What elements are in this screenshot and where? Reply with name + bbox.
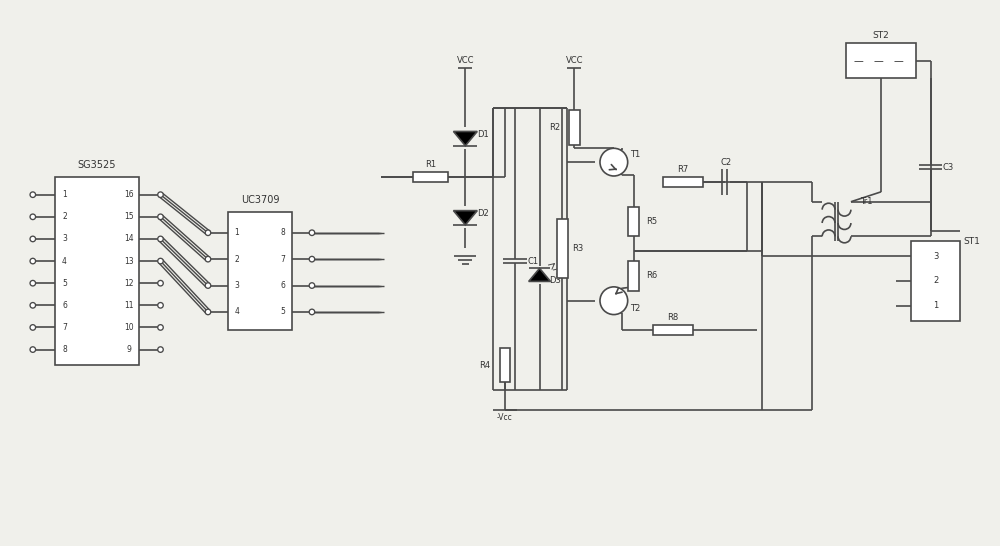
- Circle shape: [30, 302, 36, 308]
- Text: C2: C2: [721, 158, 732, 167]
- Circle shape: [158, 192, 163, 198]
- Text: 10: 10: [124, 323, 134, 332]
- Text: C1: C1: [527, 257, 538, 265]
- Text: 6: 6: [62, 301, 67, 310]
- Bar: [911, 241, 960, 321]
- Text: 3: 3: [234, 281, 239, 290]
- Text: 8: 8: [281, 228, 286, 238]
- Text: R3: R3: [573, 244, 584, 253]
- Circle shape: [158, 214, 163, 219]
- Text: R7: R7: [677, 164, 689, 174]
- Text: D1: D1: [477, 130, 489, 139]
- Circle shape: [158, 281, 163, 286]
- Text: 1: 1: [933, 301, 938, 310]
- Circle shape: [309, 283, 315, 288]
- Text: D2: D2: [477, 209, 489, 218]
- Polygon shape: [453, 132, 477, 146]
- Text: Tr1: Tr1: [860, 197, 872, 206]
- Text: 2: 2: [62, 212, 67, 221]
- Circle shape: [205, 230, 211, 235]
- Text: 8: 8: [62, 345, 67, 354]
- Circle shape: [158, 302, 163, 308]
- Circle shape: [205, 283, 211, 288]
- Text: UC3709: UC3709: [241, 195, 279, 205]
- Bar: [846, 43, 916, 78]
- Circle shape: [30, 258, 36, 264]
- Text: 5: 5: [62, 278, 67, 288]
- Circle shape: [309, 309, 315, 314]
- Text: VCC: VCC: [565, 56, 583, 64]
- Circle shape: [158, 325, 163, 330]
- Text: 1: 1: [234, 228, 239, 238]
- Text: T2: T2: [630, 304, 641, 313]
- Text: 1: 1: [62, 190, 67, 199]
- Bar: [663, 177, 703, 187]
- Bar: [500, 348, 510, 382]
- Bar: [55, 177, 139, 365]
- Text: 6: 6: [281, 281, 286, 290]
- Circle shape: [30, 236, 36, 242]
- Circle shape: [600, 149, 628, 176]
- Text: -Vcc: -Vcc: [497, 413, 513, 422]
- Text: R2: R2: [549, 123, 560, 132]
- Text: 15: 15: [124, 212, 134, 221]
- Circle shape: [205, 309, 211, 314]
- Text: SG3525: SG3525: [77, 160, 116, 170]
- Text: —: —: [893, 56, 903, 66]
- Text: —: —: [853, 56, 863, 66]
- Text: 7: 7: [281, 254, 286, 264]
- Text: ST2: ST2: [873, 31, 889, 40]
- Text: 11: 11: [124, 301, 134, 310]
- Text: D3: D3: [549, 276, 561, 286]
- Circle shape: [158, 258, 163, 264]
- Circle shape: [205, 257, 211, 262]
- Circle shape: [30, 347, 36, 352]
- Text: R1: R1: [425, 159, 436, 169]
- Text: R8: R8: [668, 313, 679, 322]
- Bar: [628, 207, 639, 236]
- Text: 9: 9: [126, 345, 131, 354]
- Text: 12: 12: [124, 278, 134, 288]
- Bar: [569, 110, 580, 145]
- Text: 3: 3: [62, 234, 67, 244]
- Circle shape: [158, 236, 163, 242]
- Text: 16: 16: [124, 190, 134, 199]
- Text: 4: 4: [234, 307, 239, 317]
- Circle shape: [600, 287, 628, 314]
- Bar: [228, 212, 292, 330]
- Text: ST1: ST1: [964, 237, 981, 246]
- Bar: [653, 325, 693, 335]
- Text: 5: 5: [281, 307, 286, 317]
- Text: —: —: [873, 56, 883, 66]
- Text: R6: R6: [646, 271, 657, 281]
- Polygon shape: [529, 268, 550, 281]
- Bar: [557, 219, 568, 278]
- Text: 3: 3: [933, 252, 938, 260]
- Circle shape: [158, 347, 163, 352]
- Circle shape: [309, 257, 315, 262]
- Polygon shape: [453, 211, 477, 225]
- Text: 13: 13: [124, 257, 134, 265]
- Circle shape: [30, 325, 36, 330]
- Text: 4: 4: [62, 257, 67, 265]
- Text: 7: 7: [62, 323, 67, 332]
- Text: 14: 14: [124, 234, 134, 244]
- Text: VCC: VCC: [457, 56, 474, 64]
- Text: T1: T1: [630, 150, 641, 159]
- Text: C3: C3: [943, 163, 954, 171]
- Circle shape: [30, 192, 36, 198]
- Text: R4: R4: [480, 360, 491, 370]
- Circle shape: [30, 214, 36, 219]
- Circle shape: [309, 230, 315, 235]
- Bar: [413, 172, 448, 182]
- Text: 2: 2: [933, 276, 938, 286]
- Text: 2: 2: [234, 254, 239, 264]
- Bar: [628, 261, 639, 291]
- Text: R5: R5: [646, 217, 657, 226]
- Circle shape: [30, 281, 36, 286]
